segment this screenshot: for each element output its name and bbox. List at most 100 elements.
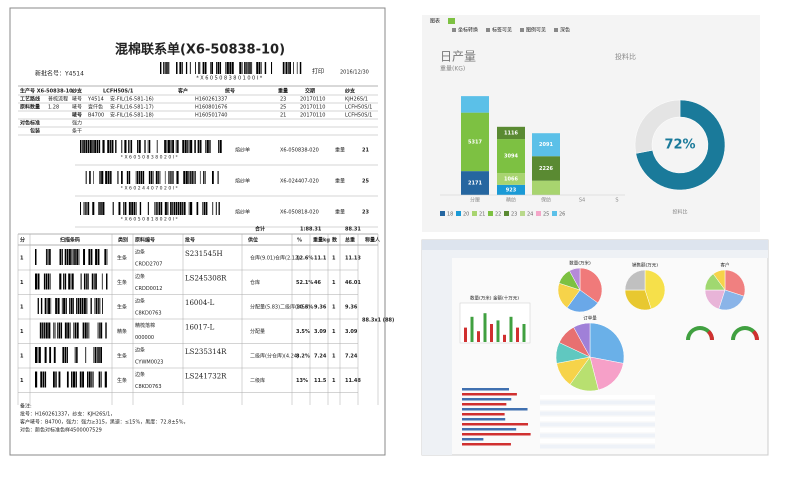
table-row: [540, 417, 655, 421]
barcode-stripe: [217, 62, 220, 74]
text: 23: [362, 210, 369, 216]
barcode-stripe: [148, 171, 151, 184]
barcode-stripe: [203, 202, 206, 215]
barcode-stripe: [177, 202, 180, 215]
text: 分配量(5.83)二级库(3.53): [250, 304, 310, 311]
barcode-stripe: [54, 322, 56, 339]
barcode-stripe: [164, 171, 166, 184]
barcode-stripe: [81, 140, 83, 153]
barcode-stripe: [68, 273, 71, 290]
barcode-stripe: [83, 298, 86, 314]
barcode-stripe: [218, 202, 220, 215]
barcode-stripe: [85, 202, 86, 215]
barcode-stripe: [88, 371, 91, 388]
barcode-stripe: [296, 62, 298, 74]
text: 1.28: [48, 105, 59, 111]
barcode-stripe: [93, 171, 94, 184]
legend-swatch: [440, 211, 445, 216]
barcode-stripe: [100, 202, 102, 215]
hbar: [462, 423, 529, 426]
text: 46: [314, 280, 321, 286]
barcode-stripe: [100, 347, 103, 363]
barcode-stripe: [92, 371, 94, 388]
barcode-stripe: [90, 249, 93, 265]
text: 工艺路线: [20, 96, 40, 103]
barcode-stripe: [112, 202, 114, 215]
table-row: [540, 439, 655, 443]
barcode-stripe: [98, 202, 100, 215]
barcode-stripe: [80, 140, 82, 153]
data-label: 5317: [468, 139, 482, 145]
barcode-stripe: [177, 140, 179, 153]
barcode-stripe: [135, 202, 137, 215]
barcode-stripe: [81, 298, 84, 314]
barcode-stripe: [105, 171, 108, 184]
barcode-stripe: [57, 322, 59, 339]
barcode-stripe: [86, 202, 87, 215]
text: Y4514: [87, 97, 104, 103]
barcode-stripe: [46, 298, 48, 314]
barcode-stripe: [102, 298, 103, 314]
barcode-stripe: [179, 62, 182, 74]
barcode-stripe: [216, 62, 218, 74]
legend-swatch: [488, 211, 493, 216]
text: 纱支: [344, 88, 356, 95]
text: 批号：H160261337，纱支：KJH26S/1，: [20, 411, 115, 418]
text: 边条: [135, 273, 145, 280]
barcode-stripe: [138, 140, 141, 153]
barcode-stripe: [172, 140, 175, 153]
barcode-stripe: [147, 202, 149, 215]
barcode-stripe: [155, 202, 157, 215]
barcode-stripe: [101, 371, 102, 388]
barcode-stripe: [249, 62, 251, 74]
barcode-stripe: [44, 347, 47, 363]
text: 安-FIL(16-581-16): [110, 96, 154, 103]
text: B4700: [88, 113, 104, 119]
barcode-stripe: [107, 171, 110, 184]
barcode-stripe: [154, 202, 156, 215]
barcode-stripe: [128, 171, 131, 184]
text: 11.5: [314, 378, 327, 384]
text: 二级库: [250, 377, 265, 384]
bar: [496, 320, 500, 342]
barcode-stripe: [63, 298, 66, 314]
barcode-stripe: [164, 202, 167, 215]
barcode-stripe: [64, 273, 67, 290]
barcode-stripe: [207, 140, 209, 153]
barcode-stripe: [55, 298, 57, 314]
text: 1: [332, 305, 336, 311]
text: 日产量: [440, 50, 476, 64]
barcode-stripe: [164, 62, 166, 74]
barcode-stripe: [199, 62, 201, 74]
barcode-stripe: [215, 202, 217, 215]
barcode-stripe: [144, 140, 146, 153]
barcode-stripe: [49, 273, 51, 290]
text: 客户: [177, 88, 188, 95]
text: 重量kg: [313, 237, 330, 244]
text: KJH26S/1: [345, 97, 368, 103]
text: 10.6%: [296, 305, 313, 311]
barcode-stripe: [184, 140, 187, 153]
data-label: 2091: [539, 142, 553, 148]
legend-swatch: [456, 211, 461, 216]
barcode-stripe: [147, 140, 149, 153]
barcode-stripe: [62, 347, 65, 363]
barcode-stripe: [70, 273, 72, 290]
pie-slice: [624, 289, 652, 311]
text: LCFH50S/1: [103, 89, 134, 95]
barcode-stripe: [74, 322, 77, 339]
barcode-stripe: [61, 249, 63, 265]
barcode-stripe: [53, 347, 56, 363]
barcode-stripe: [76, 322, 79, 339]
barcode-stripe: [167, 202, 169, 215]
barcode-stripe: [49, 347, 52, 363]
text: 1: [20, 280, 24, 286]
hbar: [462, 413, 505, 416]
text: *X6050838020I*: [121, 155, 180, 161]
barcode-stripe: [85, 347, 87, 363]
gauge: [707, 330, 714, 340]
text: 总重: [345, 237, 355, 244]
barcode-stripe: [93, 347, 95, 363]
barcode-stripe: [175, 140, 177, 153]
